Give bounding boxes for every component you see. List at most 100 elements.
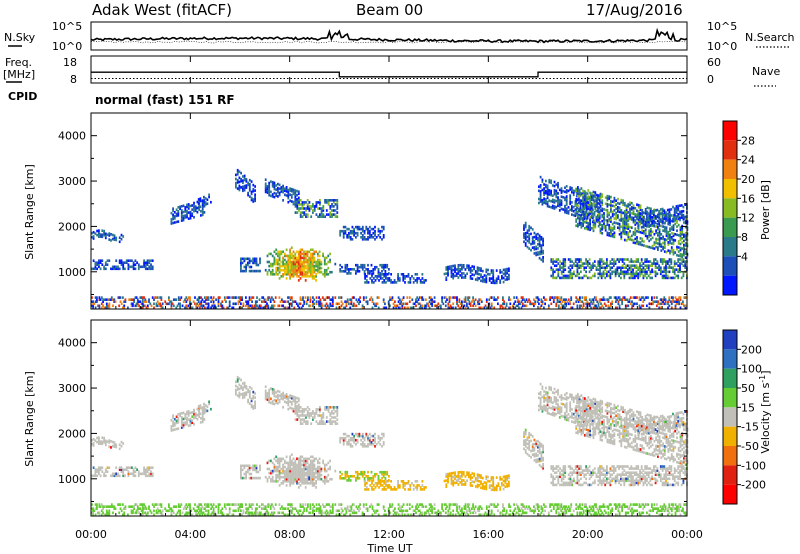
echo-cell	[297, 268, 300, 272]
echo-cell	[669, 249, 671, 253]
echo-cell	[146, 304, 149, 308]
echo-cell	[420, 296, 422, 299]
echo-cell	[311, 273, 314, 276]
echo-cell	[204, 296, 206, 299]
echo-cell	[289, 480, 291, 483]
echo-cell	[243, 472, 246, 476]
echo-cell	[599, 227, 602, 231]
echo-cell	[108, 306, 111, 310]
echo-cell	[672, 218, 674, 221]
echo-cell	[564, 268, 567, 271]
echo-cell	[673, 276, 676, 280]
echo-cell	[346, 263, 349, 267]
echo-cell	[649, 302, 652, 306]
echo-cell	[540, 298, 543, 301]
echo-cell	[308, 475, 311, 479]
nave-label: Nave	[752, 65, 780, 78]
echo-cell	[561, 300, 564, 303]
echo-cell	[573, 272, 575, 276]
echo-cell	[301, 270, 304, 274]
echo-cell	[310, 262, 312, 266]
echo-cell	[565, 203, 568, 206]
echo-cell	[305, 416, 307, 419]
echo-cell	[381, 265, 383, 269]
echo-cell	[606, 233, 609, 237]
echo-cell	[684, 264, 687, 267]
echo-cell	[585, 302, 587, 306]
echo-cell	[113, 445, 116, 448]
echo-cell	[346, 236, 349, 239]
echo-cell	[651, 236, 654, 240]
echo-cell	[538, 256, 541, 260]
echo-cell	[259, 304, 262, 308]
echo-cell	[474, 272, 477, 275]
echo-cell	[608, 195, 611, 198]
echo-cell	[673, 268, 676, 271]
echo-cell	[580, 266, 582, 269]
echo-cell	[574, 258, 577, 261]
echo-cell	[653, 219, 655, 223]
echo-cell	[282, 393, 284, 397]
echo-cell	[674, 300, 677, 303]
echo-cell	[629, 217, 631, 221]
echo-cell	[658, 222, 660, 226]
echo-cell	[201, 209, 204, 213]
echo-cell	[476, 270, 479, 274]
echo-cell	[297, 256, 300, 260]
echo-cell	[299, 302, 302, 306]
echo-cell	[421, 277, 424, 280]
echo-cell	[287, 397, 290, 401]
echo-cell	[262, 306, 265, 310]
echo-cell	[657, 225, 659, 229]
echo-cell	[603, 226, 605, 229]
echo-cell	[623, 212, 626, 215]
echo-cell	[311, 455, 314, 459]
echo-cell	[248, 296, 251, 299]
echo-cell	[538, 236, 541, 239]
echo-cell	[467, 296, 469, 299]
echo-cell	[345, 302, 348, 306]
echo-cell	[311, 461, 314, 465]
echo-cell	[662, 237, 664, 241]
echo-cell	[478, 266, 481, 270]
echo-cell	[553, 205, 556, 208]
echo-cell	[210, 296, 212, 299]
echo-cell	[262, 300, 265, 303]
echo-cell	[673, 211, 676, 215]
echo-cell	[362, 296, 365, 299]
echo-cell	[623, 270, 626, 274]
echo-cell	[535, 233, 538, 236]
echo-cell	[360, 263, 362, 267]
echo-cell	[277, 398, 279, 401]
echo-cell	[583, 196, 586, 199]
echo-cell	[571, 276, 574, 280]
echo-cell	[684, 238, 687, 241]
echo-cell	[469, 302, 472, 306]
echo-cell	[636, 302, 638, 306]
echo-cell	[220, 304, 222, 308]
echo-cell	[208, 195, 210, 199]
echo-cell	[606, 219, 609, 222]
echo-cell	[245, 391, 248, 394]
echo-cell	[655, 209, 657, 212]
echo-cell	[543, 199, 545, 203]
echo-cell	[296, 202, 298, 205]
echo-cell	[257, 263, 260, 267]
echo-cell	[361, 234, 364, 237]
echo-cell	[113, 234, 116, 237]
echo-cell	[184, 421, 187, 424]
echo-cell	[273, 392, 276, 396]
echo-cell	[303, 207, 306, 210]
echo-cell	[294, 205, 297, 208]
echo-cell	[647, 220, 650, 224]
echo-cell	[580, 304, 582, 308]
echo-cell	[606, 266, 608, 269]
echo-cell	[327, 408, 330, 411]
echo-cell	[187, 217, 190, 220]
echo-cell	[488, 298, 491, 301]
echo-cell	[679, 238, 682, 242]
echo-cell	[271, 390, 274, 393]
echo-cell	[679, 210, 681, 214]
freq-line	[91, 71, 687, 78]
echo-cell	[117, 472, 119, 476]
